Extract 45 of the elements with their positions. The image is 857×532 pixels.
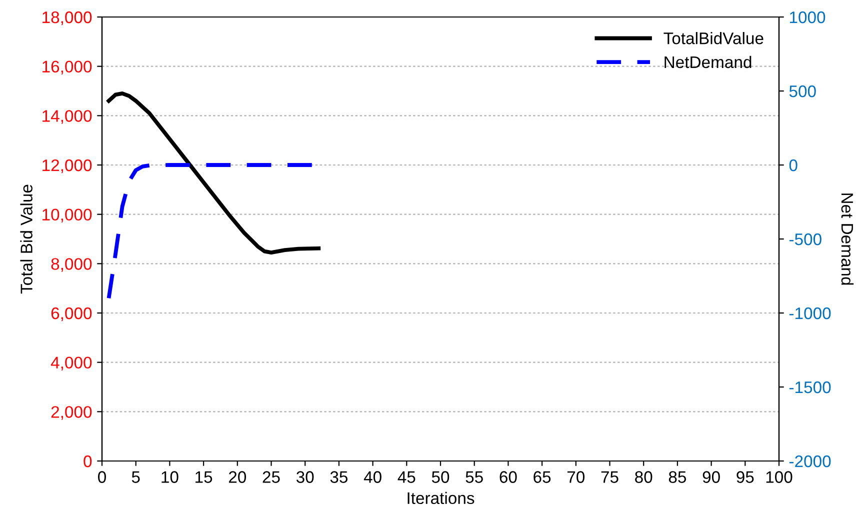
legend-label: NetDemand [664,56,752,68]
y2-tick-label: -500 [789,233,822,246]
x-tick-label: 55 [466,471,483,483]
y-tick-label: 0 [84,455,92,468]
y-tick-label: 4,000 [50,356,92,371]
y-tick-label: 12,000 [42,159,92,174]
legend-label: TotalBidValue [664,32,764,44]
y-tick-label: 10,000 [42,208,92,223]
x-tick-label: 45 [398,471,416,483]
x-tick-label: 95 [736,471,754,483]
x-tick-label: 85 [668,471,686,483]
y-tick-label: 16,000 [42,60,92,75]
x-tick-label: 5 [132,471,140,483]
x-tick-label: 50 [432,471,450,483]
x-tick-label: 15 [196,471,212,483]
x-tick-label: 35 [330,471,348,483]
x-tick-label: 100 [766,471,792,483]
x-tick-label: 40 [364,471,382,483]
y-axis-title: Total Bid Value [20,184,32,294]
line-series [106,92,321,255]
y-tick-label: 14,000 [42,110,92,124]
x-tick-label: 0 [98,471,106,483]
y2-tick-label: -1500 [789,381,831,394]
x-tick-label: 65 [534,471,551,483]
x-tick-label: 90 [702,471,720,483]
x-axis-title: Iterations [408,492,474,504]
y2-tick-label: 500 [789,85,816,98]
x-tick-label: 60 [500,471,517,483]
x-tick-label: 25 [262,471,280,483]
x-tick-label: 10 [162,471,178,483]
x-tick-label: 20 [228,471,246,483]
y2-tick-label: 1000 [790,11,826,24]
x-tick-label: 75 [601,471,618,483]
line-series [106,163,314,300]
y-tick-label: 2,000 [51,406,92,420]
y-tick-label: 18,000 [42,11,92,26]
x-tick-label: 30 [296,471,314,483]
y-tick-label: 6,000 [51,307,92,322]
x-tick-label: 70 [567,471,585,483]
y2-tick-label: -1000 [789,307,831,320]
y-tick-label: 8,000 [51,258,92,272]
x-tick-label: 80 [635,471,652,483]
y2-axis-title: Net Demand [841,194,854,285]
y2-tick-label: -2000 [789,455,831,468]
y2-tick-label: 0 [789,159,798,172]
